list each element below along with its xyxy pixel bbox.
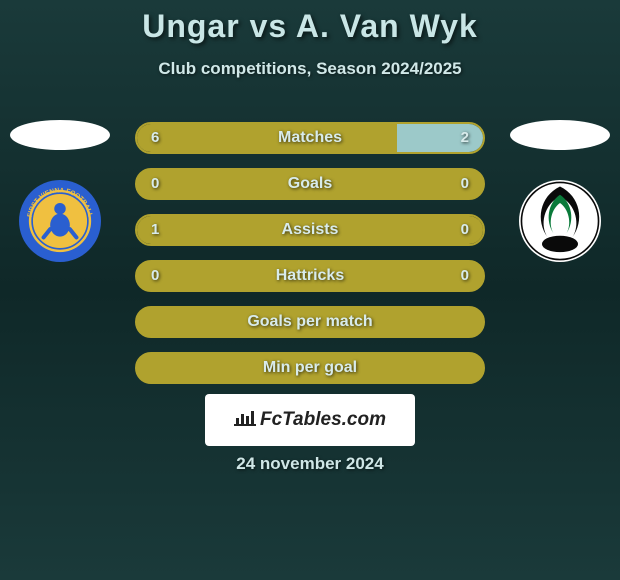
fctables-logo: FcTables.com — [205, 394, 415, 446]
stat-row: 00Hattricks — [135, 260, 485, 292]
player-photo-left — [10, 120, 110, 150]
stat-label: Goals per match — [137, 308, 483, 336]
stats-bars: 62Matches 00Goals 10Assists 00Hattricks Goal… — [135, 122, 485, 398]
header: Ungar vs A. Van Wyk Club competitions, S… — [0, 0, 620, 79]
club-crest-left: FIRST VIENNA FOOTBALL — [19, 180, 101, 262]
stat-label: Goals — [137, 170, 483, 198]
stat-label: Min per goal — [137, 354, 483, 382]
logo-text: FcTables.com — [260, 409, 386, 431]
stat-row: Min per goal — [135, 352, 485, 384]
subtitle: Club competitions, Season 2024/2025 — [0, 59, 620, 79]
stat-row: 00Goals — [135, 168, 485, 200]
stat-label: Matches — [137, 124, 483, 152]
player-photo-right — [510, 120, 610, 150]
stat-row: 10Assists — [135, 214, 485, 246]
club-crest-right — [519, 180, 601, 262]
stat-label: Hattricks — [137, 262, 483, 290]
page-title: Ungar vs A. Van Wyk — [0, 8, 620, 45]
stat-row: Goals per match — [135, 306, 485, 338]
date-text: 24 november 2024 — [0, 454, 620, 474]
stat-label: Assists — [137, 216, 483, 244]
stat-row: 62Matches — [135, 122, 485, 154]
chart-icon — [234, 409, 256, 432]
